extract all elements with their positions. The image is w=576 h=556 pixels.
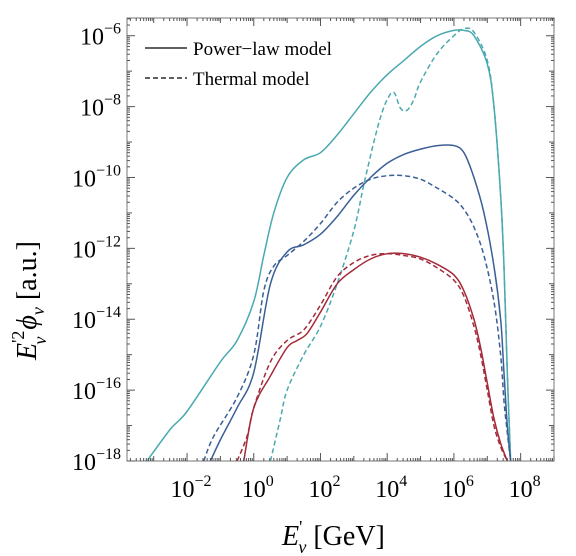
x-tick-label: 108 (509, 473, 541, 503)
y-tick-label: 10−6 (80, 21, 121, 51)
y-tick-label: 10−10 (72, 162, 121, 192)
x-axis-title: E' ν [GeV] (281, 517, 385, 556)
legend-label-power-law: Power−law model (193, 39, 332, 60)
y-tick-label: 10−18 (72, 446, 121, 476)
y-axis-title-main: E (12, 343, 43, 361)
series-layer (146, 27, 512, 461)
x-tick-label: 102 (308, 473, 340, 503)
y-tick-label: 10−8 (80, 92, 121, 122)
x-tick-label: 100 (242, 473, 274, 503)
y-tick-label: 10−12 (72, 233, 121, 263)
tick-labels: 10−2 100 102 104 106 108 10−18 10−16 10−14 10−12 1… (72, 21, 541, 503)
ticks-layer (127, 18, 555, 462)
series-blue-solid (209, 144, 512, 461)
series-red-solid (243, 252, 509, 461)
legend-label-thermal: Thermal model (193, 69, 310, 90)
x-tick-label: 10−2 (171, 473, 212, 503)
legend: Power−law model Thermal model (145, 39, 332, 90)
series-red-dashed (236, 252, 508, 461)
x-axis-title-sup: ' (299, 517, 302, 537)
y-axis-title-sub: ν (30, 337, 50, 345)
y-axis-title-phi: ϕ (12, 315, 43, 337)
x-tick-label: 106 (442, 473, 474, 503)
series-teal-solid (146, 28, 512, 461)
y-tick-label: 10−14 (72, 304, 121, 334)
series-teal-dashed (269, 27, 512, 461)
y-axis-title-unit: [a.u.] (12, 241, 43, 307)
y-axis-title-sup: '2 (8, 331, 28, 343)
x-axis-title-main: E (281, 521, 299, 552)
y-tick-label: 10−16 (72, 375, 121, 405)
x-tick-label: 104 (375, 473, 407, 503)
x-axis-title-sub: ν (298, 537, 306, 556)
y-axis-title-phi-sub: ν (28, 307, 48, 315)
y-axis-title: E'2 ν ϕν [a.u.] (8, 241, 50, 361)
x-axis-title-unit: [GeV] (306, 521, 385, 552)
